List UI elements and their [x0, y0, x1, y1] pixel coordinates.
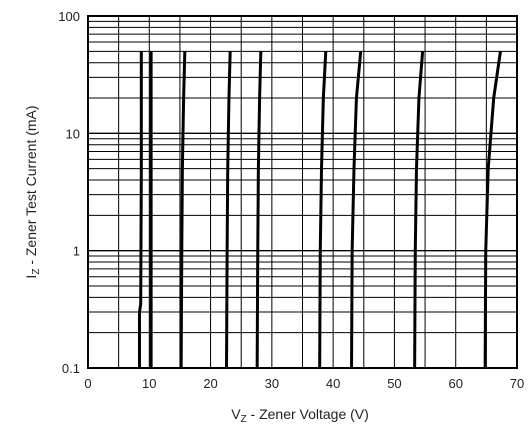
plot-frame: [87, 15, 518, 369]
zener-curve: [255, 51, 263, 369]
x-tick-label: 70: [510, 376, 524, 391]
zener-curve: [318, 51, 328, 369]
x-tick-label: 0: [84, 376, 91, 391]
x-axis-label: VZ - Zener Voltage (V): [231, 406, 369, 425]
y-tick-label: 1: [73, 244, 80, 259]
y-tick-label: 100: [58, 9, 80, 24]
zener-curve: [137, 51, 143, 368]
zener-curve: [350, 51, 363, 369]
zener-curves: [137, 51, 502, 369]
zener-curve: [179, 51, 187, 369]
x-tick-label: 40: [326, 376, 340, 391]
y-axis-label: IZ - Zener Test Current (mA): [23, 105, 42, 278]
y-tick-labels: 0.1 1 10 100: [58, 9, 80, 376]
y-tick-label: 10: [66, 126, 80, 141]
x-tick-label: 30: [265, 376, 279, 391]
x-tick-label: 10: [142, 376, 156, 391]
x-tick-labels: 0 10 20 30 40 50 60 70: [84, 376, 524, 391]
x-tick-label: 50: [387, 376, 401, 391]
zener-curve: [413, 51, 425, 369]
y-tick-label: 0.1: [62, 361, 80, 376]
x-tick-label: 60: [448, 376, 462, 391]
zener-curve: [483, 51, 502, 369]
zener-curve: [225, 51, 232, 369]
x-tick-label: 20: [203, 376, 217, 391]
